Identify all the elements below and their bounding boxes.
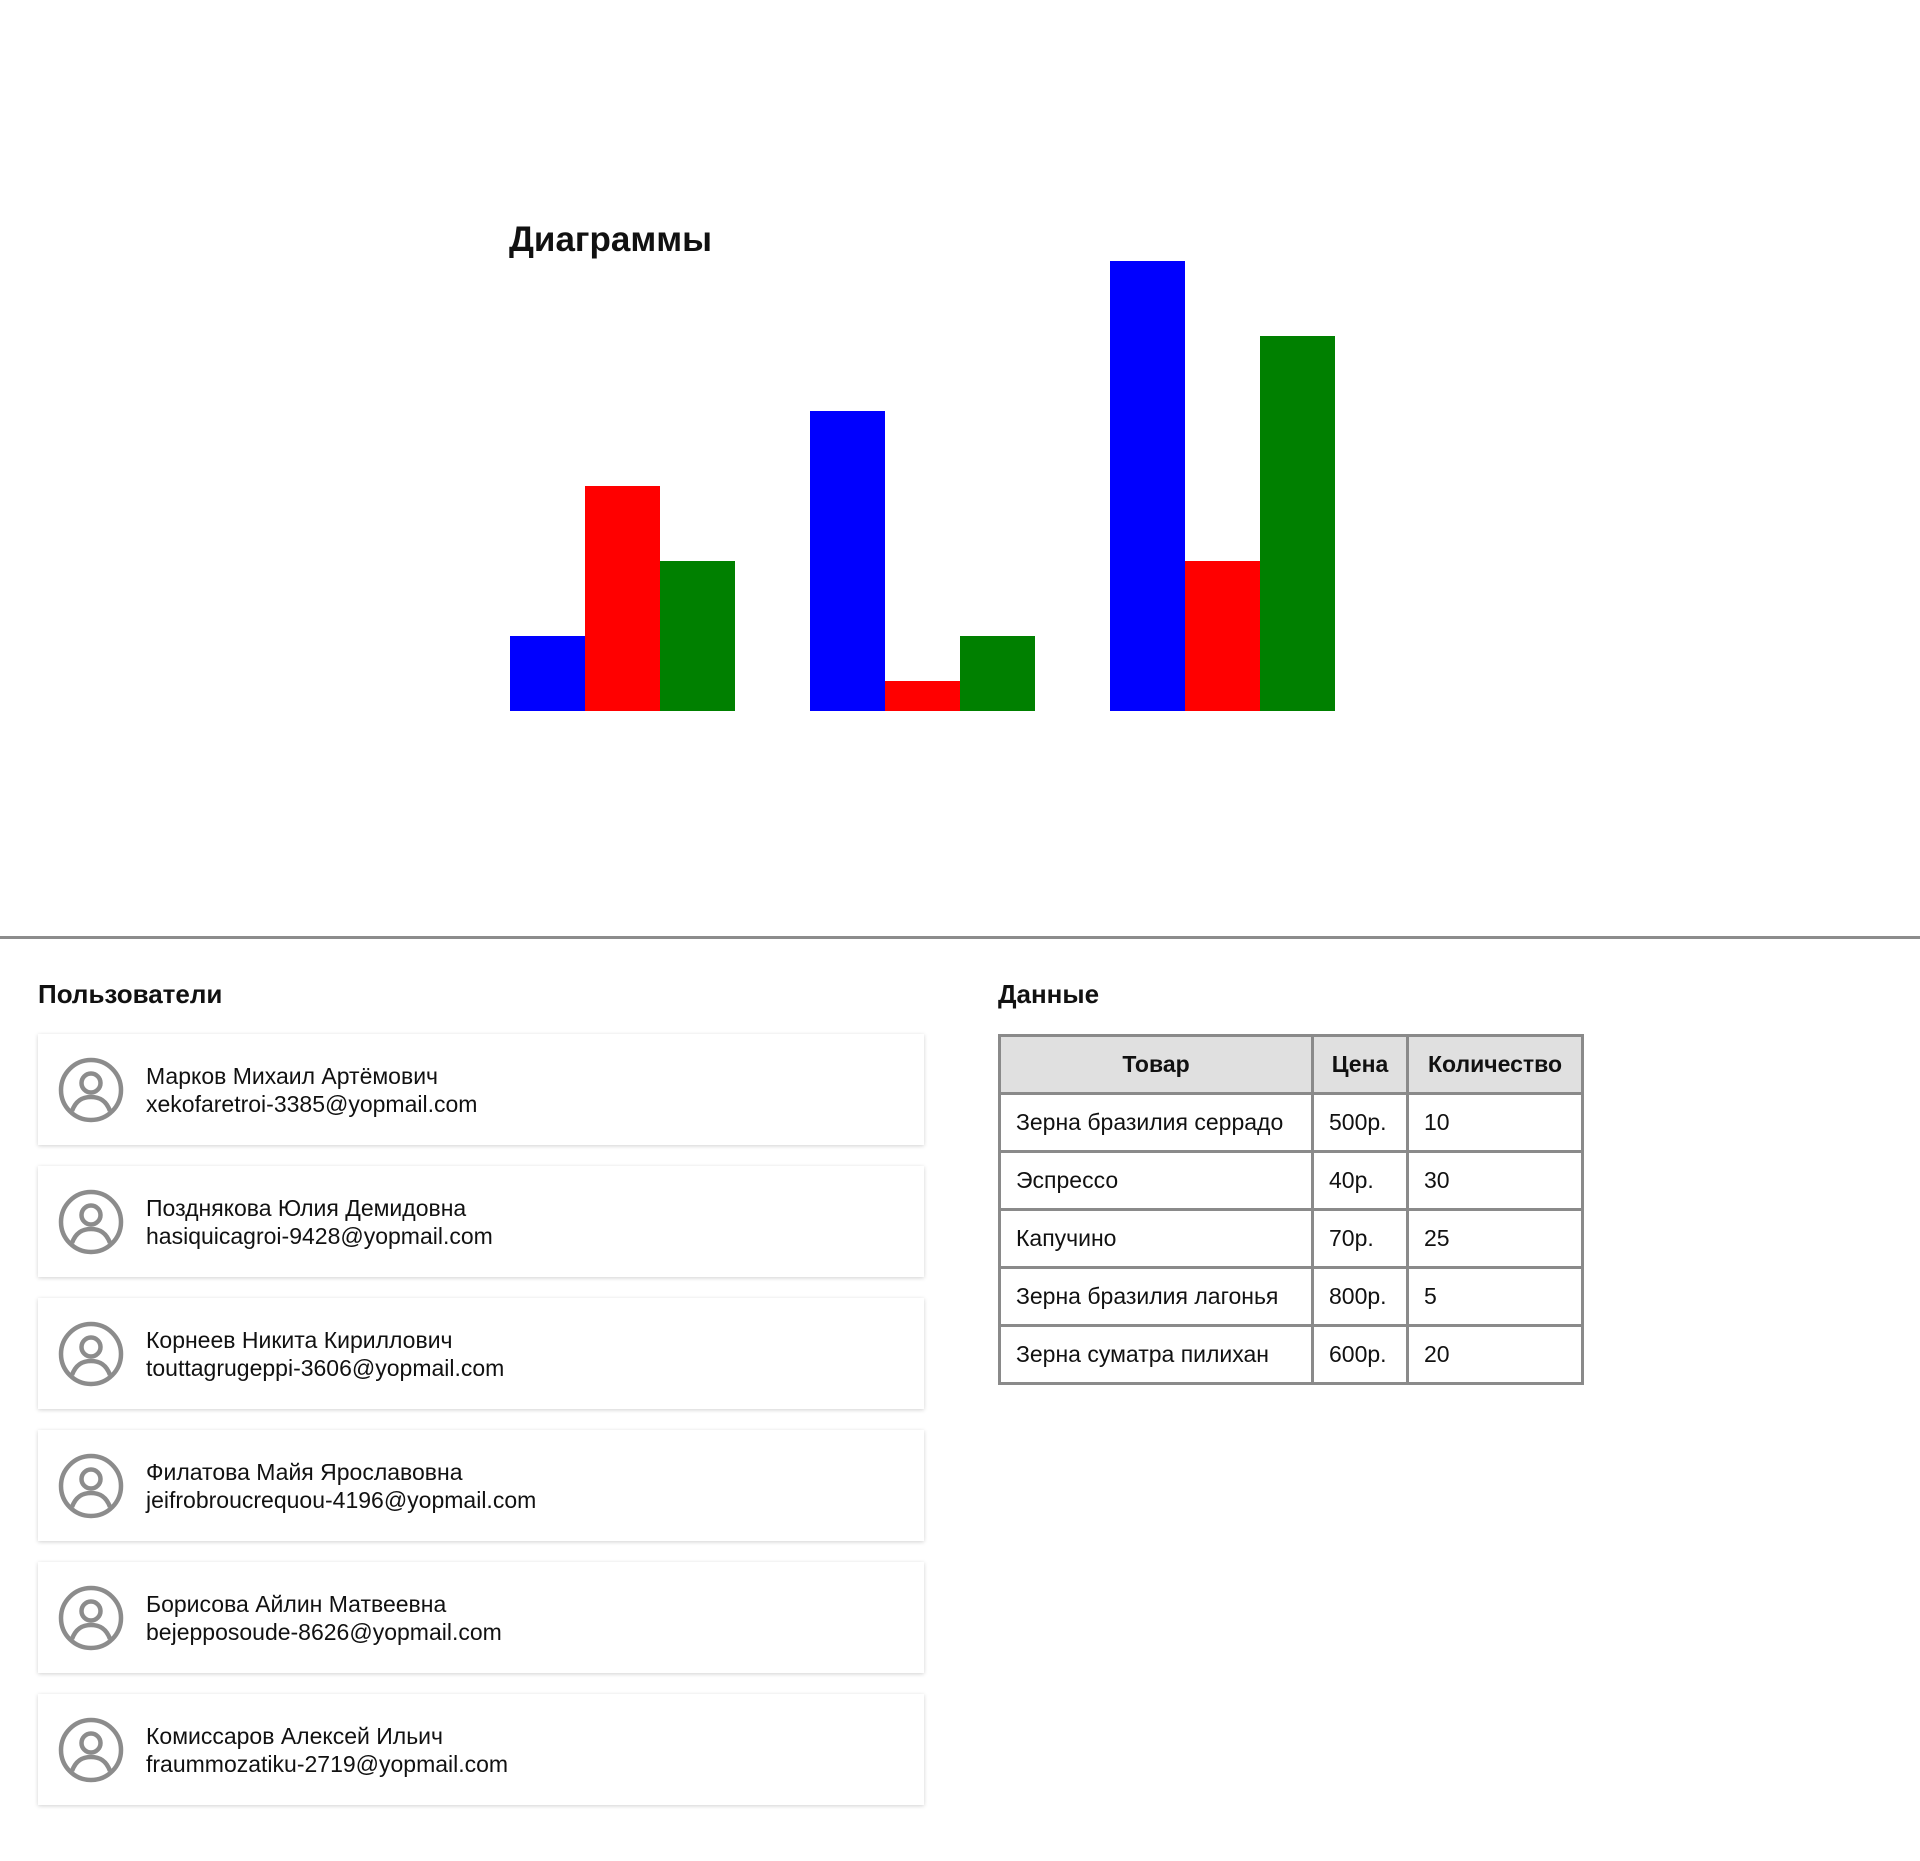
cell-product: Зерна суматра пилихан <box>998 1324 1314 1385</box>
user-circle-icon <box>58 1585 124 1650</box>
user-info: Корнеев Никита Кириллович touttagrugeppi… <box>146 1326 504 1382</box>
bar-group-2-series-1 <box>810 411 885 711</box>
cell-quantity: 30 <box>1406 1150 1584 1211</box>
users-title: Пользователи <box>38 979 223 1009</box>
bar-group-2-series-2 <box>885 681 960 711</box>
user-circle-icon <box>58 1453 124 1518</box>
user-name: Позднякова Юлия Демидовна <box>146 1194 467 1221</box>
user-email: fraummozatiku-2719@yopmail.com <box>146 1750 509 1777</box>
bar-group-3-series-3 <box>1260 336 1335 711</box>
cell-quantity: 20 <box>1406 1324 1584 1385</box>
bar-group-1-series-2 <box>585 486 660 711</box>
cell-quantity: 5 <box>1406 1266 1584 1327</box>
user-info: Комиссаров Алексей Ильич fraummozatiku-2… <box>146 1722 508 1778</box>
bar-group-2-series-3 <box>960 636 1035 711</box>
chart-section: Диаграммы <box>509 220 1335 711</box>
user-circle-icon <box>58 1057 124 1122</box>
user-email: jeifrobroucrequou-4196@yopmail.com <box>146 1486 537 1513</box>
table-row: Капучино 70р. 25 <box>998 1208 1584 1269</box>
user-card[interactable]: Позднякова Юлия Демидовна hasiquicagroi-… <box>38 1166 924 1277</box>
cell-price: 800р. <box>1311 1266 1409 1327</box>
column-header-quantity: Количество <box>1406 1034 1584 1095</box>
table-header-row: Товар Цена Количество <box>998 1034 1584 1095</box>
user-name: Комиссаров Алексей Ильич <box>146 1722 444 1749</box>
user-circle-icon <box>58 1321 124 1386</box>
user-card[interactable]: Корнеев Никита Кириллович touttagrugeppi… <box>38 1298 924 1409</box>
users-list: Марков Михаил Артёмович xekofaretroi-338… <box>38 1034 924 1805</box>
user-circle-icon <box>58 1717 124 1782</box>
user-email: touttagrugeppi-3606@yopmail.com <box>146 1354 505 1381</box>
user-info: Позднякова Юлия Демидовна hasiquicagroi-… <box>146 1194 493 1250</box>
table-row: Зерна бразилия серрадо 500р. 10 <box>998 1092 1584 1153</box>
bar-group-3-series-1 <box>1110 261 1185 711</box>
bar-group-1-series-3 <box>660 561 735 711</box>
users-section: Пользователи Марков Михаил Артёмович xek… <box>38 970 924 1826</box>
table-row: Эспрессо 40р. 30 <box>998 1150 1584 1211</box>
user-email: xekofaretroi-3385@yopmail.com <box>146 1090 478 1117</box>
table-row: Зерна бразилия лагонья 800р. 5 <box>998 1266 1584 1327</box>
cell-quantity: 10 <box>1406 1092 1584 1153</box>
cell-product: Капучино <box>998 1208 1314 1269</box>
cell-price: 40р. <box>1311 1150 1409 1211</box>
cell-product: Зерна бразилия лагонья <box>998 1266 1314 1327</box>
bar-chart <box>510 261 1335 711</box>
bar-group-3-series-2 <box>1185 561 1260 711</box>
section-divider <box>0 936 1920 939</box>
cell-quantity: 25 <box>1406 1208 1584 1269</box>
user-card[interactable]: Филатова Майя Ярославовна jeifrobroucreq… <box>38 1430 924 1541</box>
cell-product: Эспрессо <box>998 1150 1314 1211</box>
user-name: Борисова Айлин Матвеевна <box>146 1590 447 1617</box>
cell-price: 500р. <box>1311 1092 1409 1153</box>
data-table: Товар Цена Количество Зерна бразилия сер… <box>998 1034 1584 1385</box>
data-title: Данные <box>998 979 1100 1009</box>
bar-group-1-series-1 <box>510 636 585 711</box>
cell-product: Зерна бразилия серрадо <box>998 1092 1314 1153</box>
column-header-price: Цена <box>1311 1034 1409 1095</box>
user-info: Борисова Айлин Матвеевна bejepposoude-86… <box>146 1590 502 1646</box>
user-card[interactable]: Борисова Айлин Матвеевна bejepposoude-86… <box>38 1562 924 1673</box>
column-header-product: Товар <box>998 1034 1314 1095</box>
user-info: Марков Михаил Артёмович xekofaretroi-338… <box>146 1062 477 1118</box>
cell-price: 70р. <box>1311 1208 1409 1269</box>
cell-price: 600р. <box>1311 1324 1409 1385</box>
user-info: Филатова Майя Ярославовна jeifrobroucreq… <box>146 1458 536 1514</box>
user-name: Марков Михаил Артёмович <box>146 1062 439 1089</box>
user-card[interactable]: Комиссаров Алексей Ильич fraummozatiku-2… <box>38 1694 924 1805</box>
user-email: bejepposoude-8626@yopmail.com <box>146 1618 502 1645</box>
user-circle-icon <box>58 1189 124 1254</box>
user-name: Филатова Майя Ярославовна <box>146 1458 463 1485</box>
user-email: hasiquicagroi-9428@yopmail.com <box>146 1222 493 1249</box>
chart-title: Диаграммы <box>509 220 713 259</box>
user-card[interactable]: Марков Михаил Артёмович xekofaretroi-338… <box>38 1034 924 1145</box>
table-row: Зерна суматра пилихан 600р. 20 <box>998 1324 1584 1385</box>
data-section: Данные Товар Цена Количество Зерна брази… <box>998 970 1584 1385</box>
user-name: Корнеев Никита Кириллович <box>146 1326 453 1353</box>
